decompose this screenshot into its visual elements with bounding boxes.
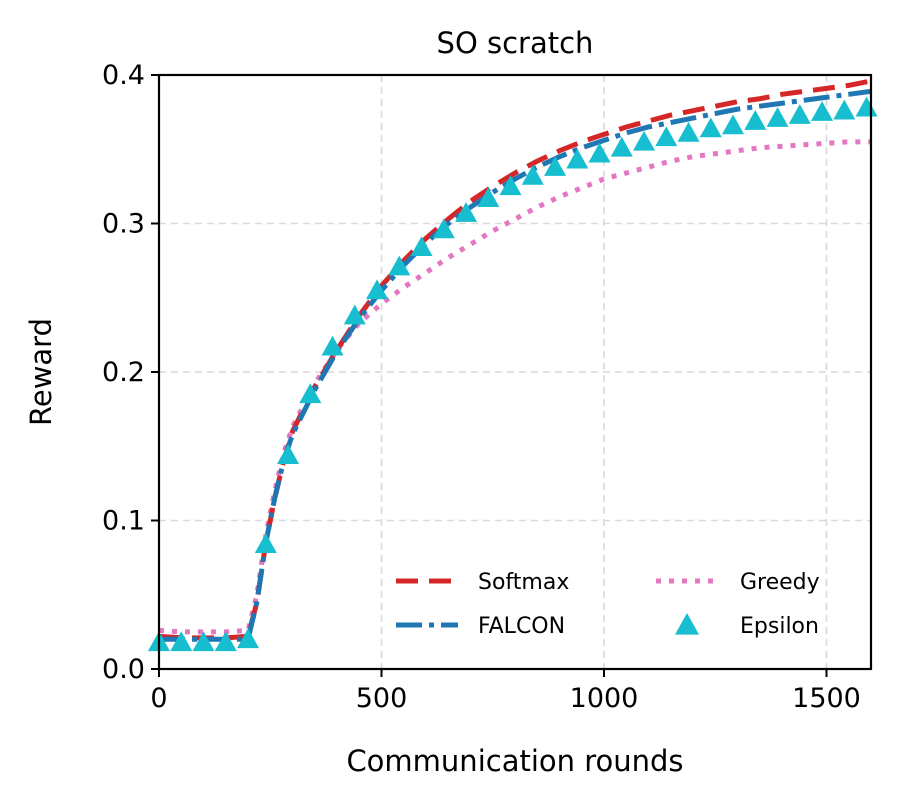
y-tick-label: 0.2 [102, 357, 145, 388]
data-point [192, 631, 215, 652]
data-point [766, 107, 789, 127]
series-line [159, 139, 871, 635]
data-point [343, 304, 366, 325]
data-point [633, 130, 656, 151]
chart-title: SO scratch [437, 26, 594, 60]
data-point [855, 96, 878, 117]
data-point [655, 126, 678, 147]
data-point [566, 148, 589, 169]
data-point [388, 255, 411, 276]
data-point [432, 218, 455, 239]
series-greedy [159, 139, 871, 635]
data-point [410, 236, 433, 257]
data-point [455, 202, 478, 222]
y-axis-label: Reward [24, 318, 58, 426]
legend-label: Greedy [740, 570, 820, 595]
data-point [610, 136, 633, 157]
data-point [833, 99, 856, 120]
y-tick-label: 0.1 [102, 506, 145, 537]
data-point [321, 335, 344, 356]
data-point [521, 164, 544, 185]
legend-marker [675, 613, 699, 635]
x-tick-label: 500 [356, 683, 408, 714]
legend-item-greedy: Greedy [656, 570, 820, 595]
data-point [254, 533, 277, 554]
y-tick-label: 0.3 [102, 209, 145, 240]
x-tick-label: 0 [150, 683, 167, 714]
data-point [699, 117, 722, 138]
grid [159, 75, 871, 669]
data-point [499, 175, 522, 196]
y-tick-label: 0.4 [102, 60, 145, 91]
legend-item-epsilon: Epsilon [675, 613, 819, 639]
data-point [477, 187, 500, 208]
series-epsilon [148, 96, 878, 652]
data-point [214, 631, 237, 652]
legend-label: Softmax [478, 570, 569, 595]
axis-ticks: 0 500 1000 1500 0.0 0.1 0.2 0.3 0.4 [102, 60, 861, 714]
x-axis-label: Communication rounds [346, 744, 683, 778]
data-point [677, 121, 700, 142]
data-point [277, 444, 300, 464]
data-point [788, 104, 811, 124]
data-point [722, 114, 745, 135]
plot-area [148, 78, 878, 652]
series-softmax [159, 78, 871, 641]
legend-label: FALCON [478, 614, 565, 639]
data-point [588, 142, 611, 163]
x-tick-label: 1500 [792, 683, 861, 714]
legend-item-falcon: FALCON [396, 614, 565, 639]
y-tick-label: 0.0 [102, 654, 145, 685]
series-line [159, 78, 871, 641]
x-tick-label: 1000 [570, 683, 639, 714]
data-point [237, 628, 259, 649]
data-point [366, 279, 389, 300]
data-point [299, 383, 322, 404]
data-point [544, 156, 567, 176]
legend-item-softmax: Softmax [396, 570, 569, 595]
data-point [170, 631, 193, 652]
legend-label: Epsilon [740, 614, 819, 639]
data-point [744, 110, 767, 130]
legend: Softmax FALCON Greedy Epsilon [396, 570, 820, 639]
data-point [811, 101, 834, 121]
